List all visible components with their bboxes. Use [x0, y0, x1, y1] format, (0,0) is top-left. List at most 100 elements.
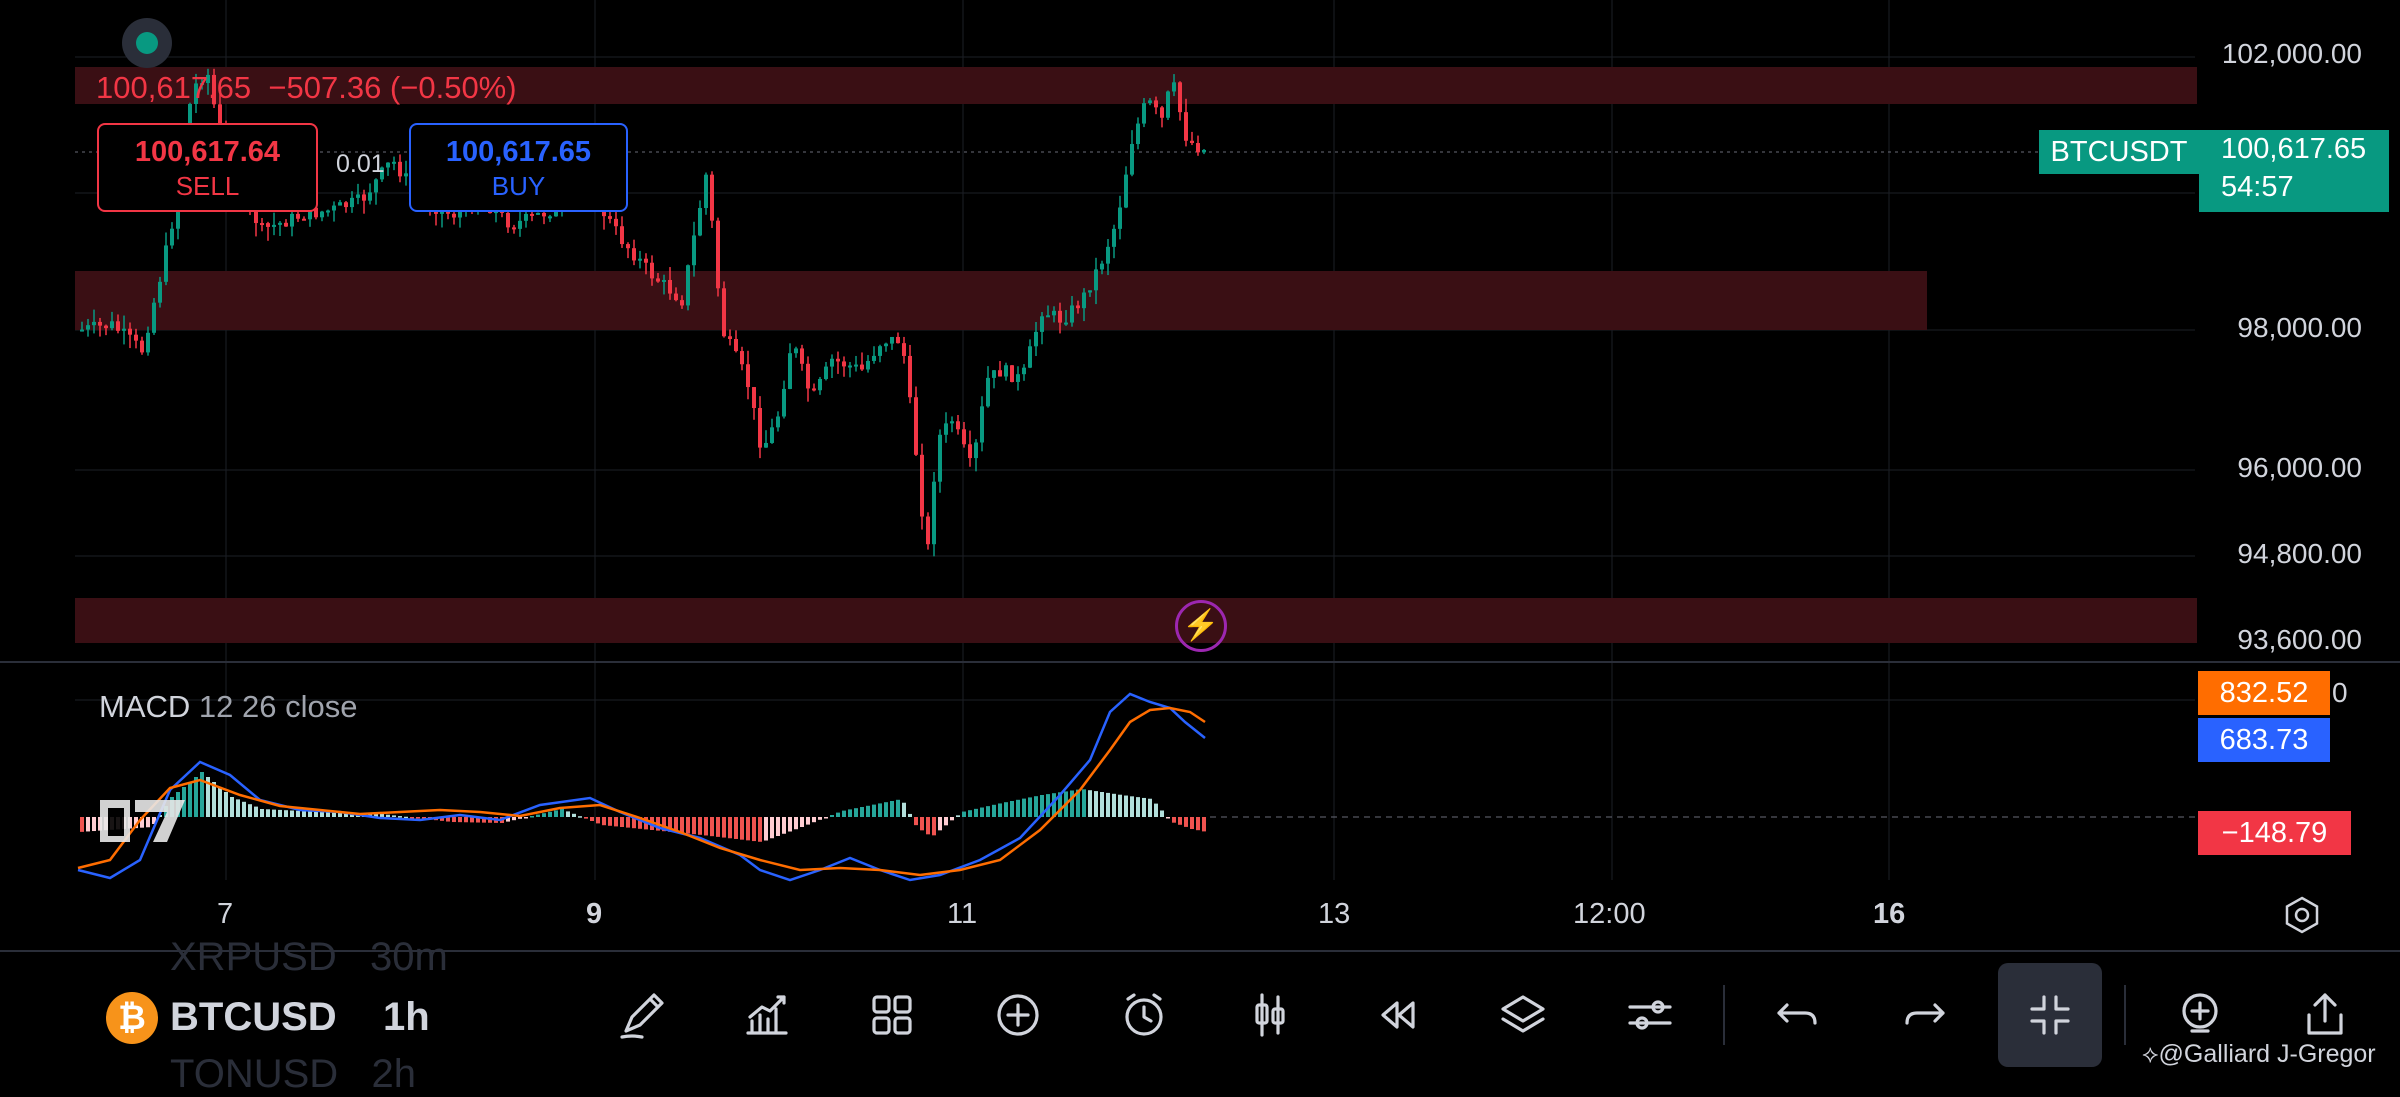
histogram-bar — [692, 817, 696, 835]
candle-body — [164, 245, 168, 282]
share-button[interactable] — [2285, 975, 2365, 1055]
share-icon — [2307, 993, 2343, 1035]
histogram-bar — [848, 809, 852, 817]
candle-body — [986, 377, 990, 407]
histogram-bar — [398, 816, 402, 818]
candle-body — [638, 258, 642, 261]
histogram-bar — [146, 817, 150, 828]
candle-body — [1184, 112, 1188, 141]
undo-button[interactable] — [1757, 975, 1837, 1055]
symbol-picker[interactable]: BTCUSD — [170, 995, 337, 1039]
histogram-bar — [1100, 792, 1104, 817]
histogram-bar — [632, 817, 636, 829]
histogram-bar — [1112, 793, 1116, 817]
candle-body — [128, 328, 132, 335]
status-dot-icon[interactable] — [122, 18, 172, 68]
candle-body — [710, 174, 714, 221]
candle-body — [350, 197, 354, 208]
next-symbol: TONUSD — [170, 1052, 339, 1096]
histogram-bar — [1118, 794, 1122, 817]
histogram-bar — [278, 809, 282, 817]
candle-body — [290, 213, 294, 227]
candle-body — [620, 226, 624, 245]
settings-button[interactable] — [1610, 975, 1690, 1055]
candle-body — [158, 281, 162, 303]
indicator-legend[interactable]: MACD 12 26 close — [99, 689, 357, 725]
candle-body — [878, 346, 882, 356]
candle-body — [218, 104, 222, 132]
histogram-bar — [674, 817, 678, 833]
histogram-bar — [932, 817, 936, 836]
candle-body — [314, 207, 318, 218]
histogram-bar — [866, 805, 870, 817]
candle-body — [860, 364, 864, 370]
histogram-bar — [992, 804, 996, 817]
price-change-label: 100,617.65 −507.36 (−0.50%) — [96, 70, 517, 106]
lightning-event-icon[interactable]: ⚡ — [1175, 600, 1227, 652]
candle-body — [950, 421, 954, 424]
object-tree-button[interactable] — [1483, 975, 1563, 1055]
time-tick: 12:00 — [1573, 898, 1646, 930]
histogram-bar — [608, 817, 612, 826]
histogram-bar — [326, 812, 330, 817]
histogram-bar — [950, 817, 954, 821]
candle-body — [854, 364, 858, 367]
histogram-bar — [884, 802, 888, 817]
drawing-tools-button[interactable] — [602, 975, 682, 1055]
candle-body — [770, 427, 774, 443]
settings-gear-icon[interactable] — [2282, 895, 2322, 935]
chart-type-button[interactable] — [1230, 975, 1310, 1055]
histogram-bar — [506, 817, 510, 822]
candle-body — [1202, 149, 1206, 153]
candle-body — [146, 332, 150, 353]
candle-body — [1022, 367, 1026, 375]
histogram-bar — [1184, 817, 1188, 827]
buy-button[interactable]: 100,617.65 BUY — [409, 123, 628, 212]
lot-size[interactable]: 0.01 — [336, 150, 385, 178]
candle-body — [722, 288, 726, 337]
timeframe-picker[interactable]: 1h — [383, 995, 430, 1039]
candle-body — [998, 370, 1002, 377]
candle-body — [1088, 290, 1092, 293]
candle-body — [734, 339, 738, 352]
candle-body — [170, 228, 174, 246]
histogram-bar — [626, 817, 630, 828]
candle-body — [920, 454, 924, 517]
bitcoin-logo-icon: ₿ — [106, 992, 158, 1044]
histogram-bar — [1004, 802, 1008, 817]
replay-button[interactable] — [1357, 975, 1437, 1055]
alarm-icon — [1125, 993, 1163, 1036]
candle-body — [260, 223, 264, 226]
histogram-bar — [788, 817, 792, 832]
candle-body — [518, 220, 522, 229]
signal-line — [77, 706, 1206, 877]
histogram-bar — [680, 817, 684, 833]
indicators-button[interactable] — [726, 975, 806, 1055]
candle-body — [296, 213, 300, 219]
candle-body — [380, 167, 384, 180]
redo-button[interactable] — [1885, 975, 1965, 1055]
signal-value-tag: 832.52 — [2198, 671, 2330, 715]
sell-button[interactable]: 100,617.64 SELL — [97, 123, 318, 212]
layout-button[interactable] — [852, 975, 932, 1055]
price-chart[interactable] — [0, 0, 2400, 950]
grid-icon — [872, 995, 912, 1035]
time-tick: 16 — [1873, 898, 1906, 930]
candle-body — [800, 348, 804, 364]
add-button[interactable] — [978, 975, 1058, 1055]
symbol-picker-next[interactable]: TONUSD 2h — [170, 1052, 416, 1097]
alert-button[interactable] — [1104, 975, 1184, 1055]
candle-body — [404, 173, 408, 177]
zoom-in-button[interactable] — [2160, 975, 2240, 1055]
candle-body — [842, 361, 846, 367]
last-price-tag: 100,617.65 54:57 — [2199, 130, 2389, 212]
histogram-bar — [770, 817, 774, 839]
candle-body — [1040, 316, 1044, 332]
histogram-bar — [1046, 794, 1050, 817]
next-timeframe: 2h — [371, 1052, 417, 1096]
collapse-button[interactable] — [1998, 963, 2102, 1067]
symbol-picker-prev[interactable]: XRPUSD 30m — [170, 935, 448, 980]
candle-body — [362, 194, 366, 201]
histogram-bar — [1166, 817, 1170, 819]
histogram-bar — [248, 804, 252, 817]
